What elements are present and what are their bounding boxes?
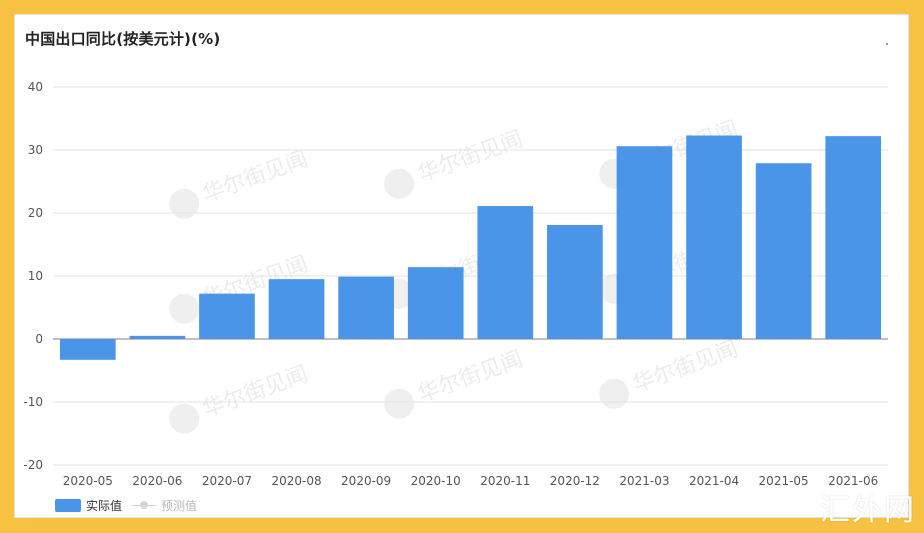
legend: 实际值 预测值 — [55, 497, 197, 514]
y-tick-label: -20 — [23, 458, 43, 472]
legend-line-marker-icon — [132, 499, 157, 512]
bar-2021-06[interactable] — [825, 136, 882, 339]
brand-watermark: 汇外网 — [820, 493, 916, 528]
legend-item-actual[interactable]: 实际值 — [55, 497, 122, 514]
bar-2021-05[interactable] — [755, 163, 812, 339]
x-tick-label: 2020-06 — [132, 474, 182, 485]
legend-swatch-actual — [55, 499, 81, 512]
legend-label-actual: 实际值 — [86, 499, 123, 513]
x-tick-label: 2020-11 — [480, 474, 530, 485]
chart-card: 中国出口同比(按美元计)(%) 华尔街见闻 华尔街见闻 华尔街见闻 华尔街见闻 … — [14, 14, 909, 518]
corner-dot — [886, 43, 888, 45]
bar-2020-12[interactable] — [547, 224, 603, 339]
x-tick-label: 2020-07 — [202, 474, 252, 485]
y-tick-label: 0 — [35, 332, 43, 346]
x-tick-label: 2020-05 — [63, 474, 113, 485]
y-tick-label: 40 — [28, 80, 43, 94]
bar-2020-11[interactable] — [477, 206, 534, 339]
bar-2021-04[interactable] — [686, 135, 742, 339]
chart-title: 中国出口同比(按美元计)(%) — [25, 30, 221, 48]
x-tick-label: 2021-03 — [619, 474, 669, 485]
x-tick-label: 2021-05 — [759, 474, 809, 485]
bar-2020-09[interactable] — [338, 276, 394, 339]
x-tick-label: 2020-09 — [341, 474, 391, 485]
legend-label-forecast: 预测值 — [161, 499, 198, 513]
x-tick-label: 2020-08 — [271, 474, 321, 485]
x-tick-label: 2020-12 — [550, 474, 600, 485]
bar-2020-08[interactable] — [268, 279, 325, 339]
x-tick-label: 2021-06 — [828, 474, 878, 485]
bar-2020-10[interactable] — [407, 267, 464, 339]
bar-chart: 40 30 20 10 0 -10 -20 2020-05 2020-06 2020-07 2020… — [23, 80, 888, 485]
bar-2020-06[interactable] — [129, 335, 186, 339]
y-tick-label: 10 — [28, 269, 43, 283]
x-tick-label: 2020-10 — [411, 474, 461, 485]
y-tick-label: -10 — [23, 395, 43, 409]
bar-2020-05[interactable] — [59, 339, 116, 360]
y-tick-label: 20 — [28, 206, 43, 220]
bar-2020-07[interactable] — [199, 293, 255, 339]
bar-2021-03[interactable] — [616, 146, 673, 339]
x-tick-label: 2021-04 — [689, 474, 739, 485]
legend-item-forecast[interactable]: 预测值 — [132, 497, 197, 514]
y-tick-label: 30 — [28, 143, 43, 157]
